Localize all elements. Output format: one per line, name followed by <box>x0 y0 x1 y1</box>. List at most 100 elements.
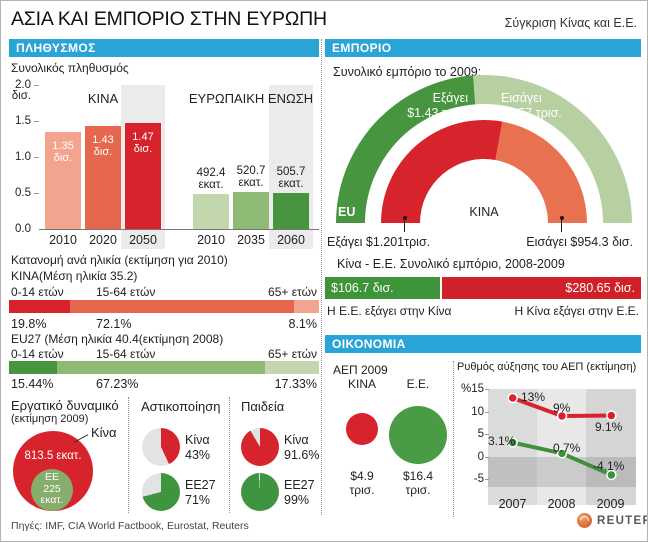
age-section-title: Κατανομή ανά ηλικία (εκτίμηση για 2010) <box>11 253 228 267</box>
point-label: -4.1% <box>593 459 625 473</box>
gdp-name-eu: Ε.Ε. <box>406 377 430 391</box>
china-exports-label: Εξάγει $1.201τρισ. <box>327 235 431 249</box>
y-tick-label: 0.0 <box>15 223 31 235</box>
urbanization-pie-eu27 <box>142 473 180 511</box>
y-tick <box>485 389 489 390</box>
age-eu-label: EU27 (Μέση ηλικία 40.4(εκτίμηση 2008) <box>11 332 224 346</box>
sources-note: Πηγές: IMF, CIA World Factbook, Eurostat… <box>11 520 249 532</box>
panel-divider <box>128 397 129 513</box>
page-title: ΑΣΙΑ ΚΑΙ ΕΜΠΟΡΙΟ ΣΤΗΝ ΕΥΡΩΠΗ <box>11 8 327 30</box>
eu-ring-label: EU <box>338 205 356 219</box>
urbanization-pie-china <box>142 428 180 466</box>
labor-china-value: 813.5 εκατ. <box>24 450 82 462</box>
data-point <box>556 410 568 422</box>
x-tick-label: 2010 <box>49 233 77 247</box>
x-tick-label: 2035 <box>237 233 265 247</box>
group-title-eu: ΕΥΡΩΠΑΙΚΗ ΕΝΩΣΗ <box>188 91 314 106</box>
column-divider <box>321 39 322 515</box>
age-bar-china <box>9 300 319 313</box>
group-title-china: ΚΙΝΑ <box>87 91 119 106</box>
gdp-value-china: $4.9 τρισ. <box>349 469 375 497</box>
y-tick <box>485 434 489 435</box>
labor-eu-value: ΕΕ 225 εκατ. <box>40 471 64 506</box>
pointer-stem <box>561 220 562 232</box>
pointer-stem <box>404 220 405 232</box>
y-tick <box>34 85 39 86</box>
bar-value-label: 492.4 εκατ. <box>196 167 226 191</box>
population-chart: Συνολικός πληθυσμός 2.0 δισ. 1.5 1.0 0.5… <box>9 59 319 251</box>
trade-donut-chart: Συνολικό εμπόριο το 2009: Εξάγει $1.43 τ… <box>325 59 641 255</box>
bar-value-label: 1.47 δισ. <box>132 131 154 155</box>
data-point <box>507 392 518 404</box>
y-tick-label: 1.5 <box>15 115 31 127</box>
eu-exports-ring-label: Εξάγει $1.43 τρισ. <box>407 91 468 120</box>
age-segment-0-14 <box>9 300 71 313</box>
labor-circle-eu <box>30 468 74 512</box>
y-tick-label: 10 <box>471 406 484 418</box>
education-pie-china <box>241 428 279 466</box>
labor-subtitle: (εκτίμηση 2009) <box>11 413 89 425</box>
bar-value-label: 505.7 εκατ. <box>276 166 306 190</box>
data-point <box>507 437 518 448</box>
trade-ring-segment <box>473 75 632 223</box>
age-range-label: 65+ ετών <box>268 347 317 361</box>
y-tick-label: %15 <box>460 383 484 395</box>
section-header-trade: ΕΜΠΟΡΙΟ <box>325 39 641 57</box>
china-imports-label: Εισάγει $954.3 δισ. <box>526 235 633 249</box>
bar-value-label: 1.43 δισ. <box>92 134 114 158</box>
point-label: 0.7% <box>553 441 581 455</box>
labor-callout: Κίνα <box>91 425 117 440</box>
bilateral-trade-bar: $106.7 δισ. $280.65 δισ. <box>325 277 641 299</box>
age-pct: 17.33% <box>274 377 317 391</box>
age-segment-15-64 <box>70 300 294 313</box>
x-tick-label: 2020 <box>89 233 117 247</box>
age-china-label: ΚΙΝΑ(Μέση ηλικία 35.2) <box>11 269 138 283</box>
economy-divider <box>453 361 454 517</box>
trade-ring-segment <box>495 121 587 223</box>
trade-donut-svg <box>336 75 632 223</box>
education-label-china: Κίνα 91.6% <box>284 433 320 462</box>
data-point <box>556 448 568 459</box>
gdp-name-china: ΚΙΝΑ <box>347 377 376 391</box>
china-to-eu-segment: $280.65 δισ. <box>442 277 641 299</box>
bar-value-label: 1.35 δισ. <box>52 140 74 164</box>
education-title: Παιδεία <box>241 399 285 414</box>
point-label: 13% <box>521 390 546 404</box>
y-tick-label: 0.5 <box>15 187 31 199</box>
pointer-dot <box>403 216 407 220</box>
chart-band-2009 <box>586 389 636 505</box>
y-tick <box>485 479 489 480</box>
reuters-logo: REUTERS <box>577 513 647 528</box>
y-tick-label: -5 <box>473 473 484 485</box>
data-point <box>606 469 617 481</box>
y-tick <box>34 157 39 158</box>
age-range-label: 15-64 ετών <box>96 285 156 299</box>
age-segment-0-14 <box>9 361 57 374</box>
population-chart-title: Συνολικός πληθυσμός <box>11 61 129 75</box>
bar-china-2050: 1.47 δισ. <box>125 123 161 229</box>
page-subtitle: Σύγκριση Κίνας και Ε.Ε. <box>504 16 637 30</box>
y-tick <box>34 121 39 122</box>
y-tick-label: 5 <box>477 428 484 440</box>
x-tick-label: 2060 <box>277 233 305 247</box>
age-segment-65plus <box>293 300 319 313</box>
y-tick-label: 2.0 <box>15 79 31 91</box>
bar-eu-2035: 520.7 εκατ. <box>233 165 269 229</box>
point-label: 3.1% <box>488 434 516 448</box>
urbanization-label-china: Κίνα 43% <box>185 433 211 462</box>
bar-eu-2010: 492.4 εκατ. <box>193 167 229 229</box>
bar-eu-2060: 505.7 εκατ. <box>273 166 309 229</box>
x-tick-label: 2050 <box>129 233 157 247</box>
age-bar-eu27 <box>9 361 319 374</box>
gdp-title: ΑΕΠ 2009 <box>333 363 388 377</box>
eu-to-china-caption: Η Ε.Ε. εξάγει στην Κίνα <box>327 304 452 318</box>
section-header-economy: ΟΙΚΟΝΟΜΙΑ <box>325 335 641 353</box>
trade-ring-segment <box>381 120 503 223</box>
age-segment-65plus <box>265 361 319 374</box>
x-tick-label: 2007 <box>498 497 527 511</box>
urbanization-title: Αστικοποίηση <box>141 399 221 414</box>
trade-chart-title: Συνολικό εμπόριο το 2009: <box>333 65 482 79</box>
point-label: 9.1% <box>595 420 623 434</box>
age-pct: 72.1% <box>96 317 132 331</box>
